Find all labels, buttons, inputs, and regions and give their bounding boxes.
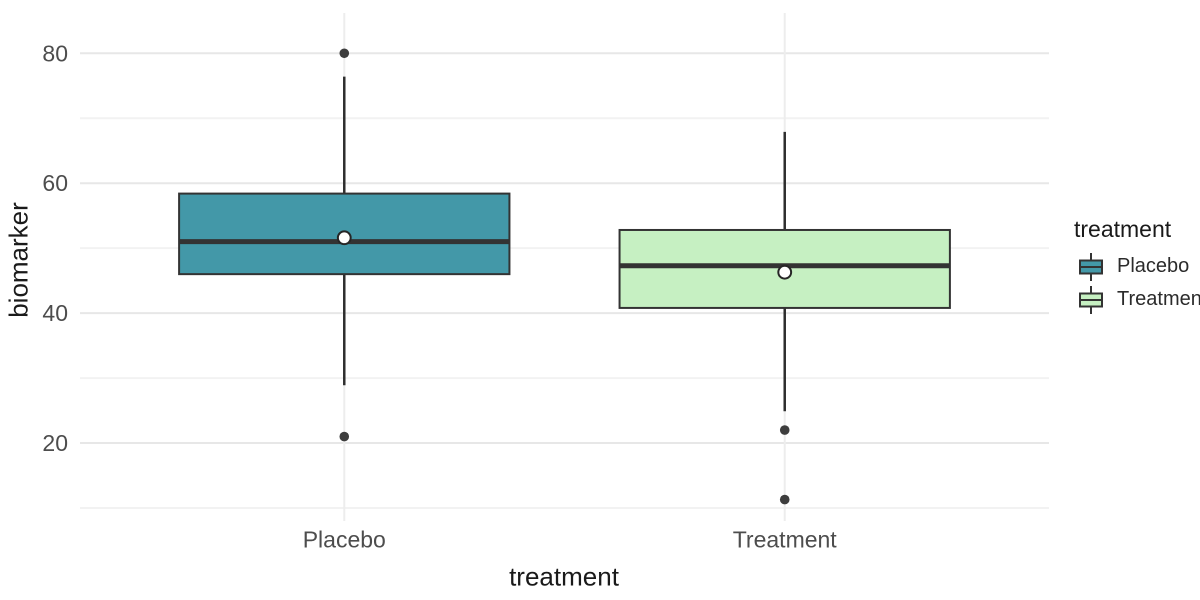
legend-item-placebo: Placebo xyxy=(1074,250,1200,283)
legend-title: treatment xyxy=(1074,216,1172,242)
legend: treatment Placebo Treatment xyxy=(1074,216,1200,316)
y-tick-label-40: 40 xyxy=(42,300,68,326)
outlier-treatment-0 xyxy=(779,425,790,435)
legend-item-treatment: Treatment xyxy=(1074,283,1200,316)
y-tick-label-60: 60 xyxy=(42,170,68,196)
mean-point-placebo xyxy=(336,230,352,246)
x-tick-label-placebo: Placebo xyxy=(303,527,386,553)
x-axis-title: treatment xyxy=(509,561,619,592)
legend-label-treatment: Treatment xyxy=(1117,288,1200,310)
legend-label-placebo: Placebo xyxy=(1117,255,1190,277)
boxplot-key-icon xyxy=(1079,285,1103,314)
outlier-placebo-1 xyxy=(339,431,350,442)
outlier-placebo-0 xyxy=(339,48,350,59)
y-axis-title: biomarker xyxy=(3,202,34,318)
y-tick-label-20: 20 xyxy=(42,430,68,456)
y-tick-label-80: 80 xyxy=(42,40,68,66)
boxplot-key-icon xyxy=(1079,252,1103,281)
mean-point-treatment xyxy=(777,264,793,280)
x-tick-label-treatment: Treatment xyxy=(733,527,838,553)
outlier-treatment-1 xyxy=(779,494,790,505)
